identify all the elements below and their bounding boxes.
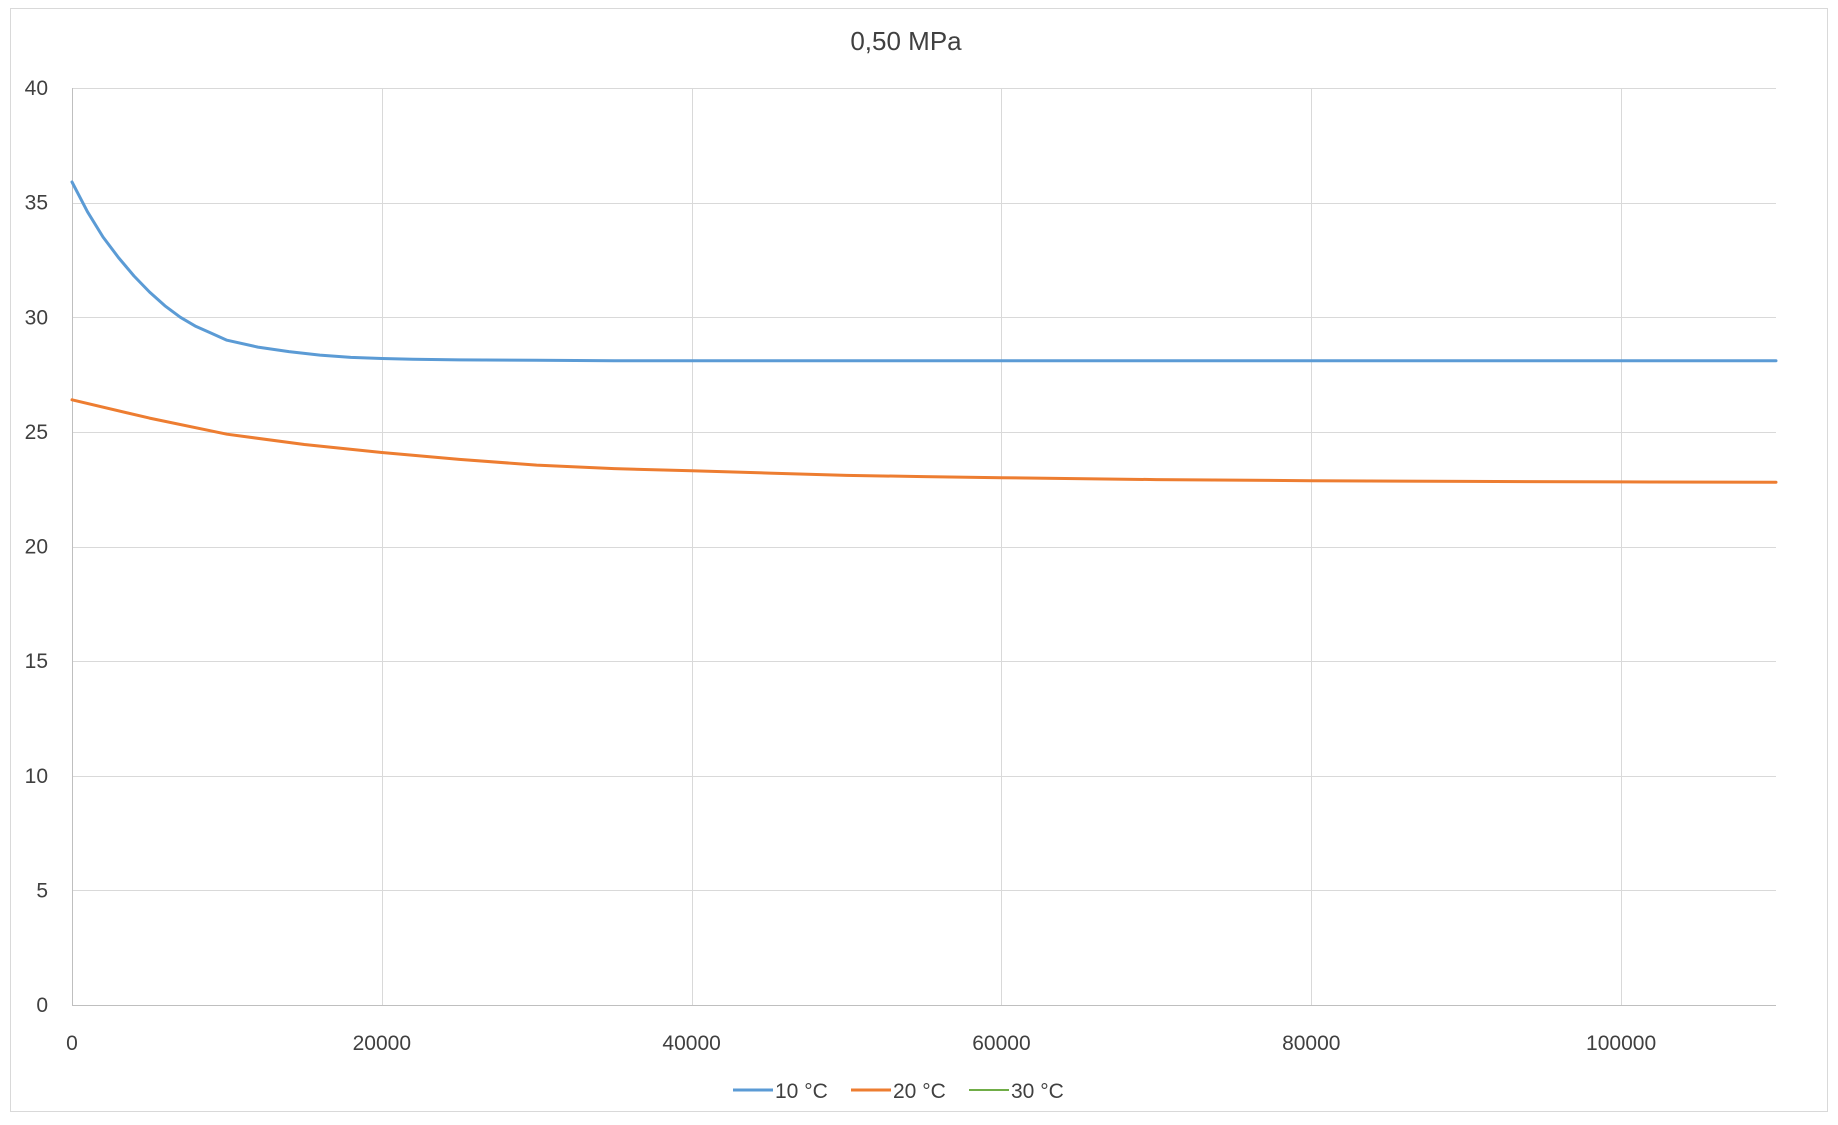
x-tick-label: 60000 <box>972 1032 1030 1055</box>
y-tick-label: 0 <box>36 994 48 1017</box>
y-tick-label: 15 <box>25 650 48 673</box>
series-line-10-c <box>70 180 1778 363</box>
x-tick-label: 0 <box>66 1032 78 1055</box>
legend-item-10-c: 10 °C <box>733 1080 828 1103</box>
y-tick-label: 10 <box>25 765 48 788</box>
y-tick-label: 35 <box>25 192 48 215</box>
legend-item-30-c: 30 °C <box>969 1080 1064 1103</box>
x-tick-label: 80000 <box>1282 1032 1340 1055</box>
y-tick-label: 5 <box>36 879 48 902</box>
x-tick-label: 100000 <box>1586 1032 1656 1055</box>
chart-title: 0,50 MPa <box>850 26 962 56</box>
axes <box>72 88 1776 1006</box>
legend: 10 °C 20 °C 30 °C <box>733 1080 1064 1103</box>
gridlines <box>72 88 1776 1005</box>
chart-frame <box>10 8 1828 1112</box>
series-line-20-c <box>70 398 1778 484</box>
x-tick-label: 20000 <box>353 1032 411 1055</box>
series-lines <box>70 180 1778 484</box>
y-tick-label: 25 <box>25 421 48 444</box>
legend-label: 30 °C <box>1011 1080 1064 1103</box>
legend-label: 10 °C <box>775 1080 828 1103</box>
x-tick-label: 40000 <box>662 1032 720 1055</box>
tick-labels: 0 5 10 15 20 25 30 35 40 0 20000 40000 60000 80000 100… <box>25 77 1656 1055</box>
legend-item-20-c: 20 °C <box>851 1080 946 1103</box>
y-tick-label: 30 <box>25 306 48 329</box>
y-tick-label: 40 <box>25 77 48 100</box>
y-tick-label: 20 <box>25 536 48 559</box>
legend-label: 20 °C <box>893 1080 946 1103</box>
